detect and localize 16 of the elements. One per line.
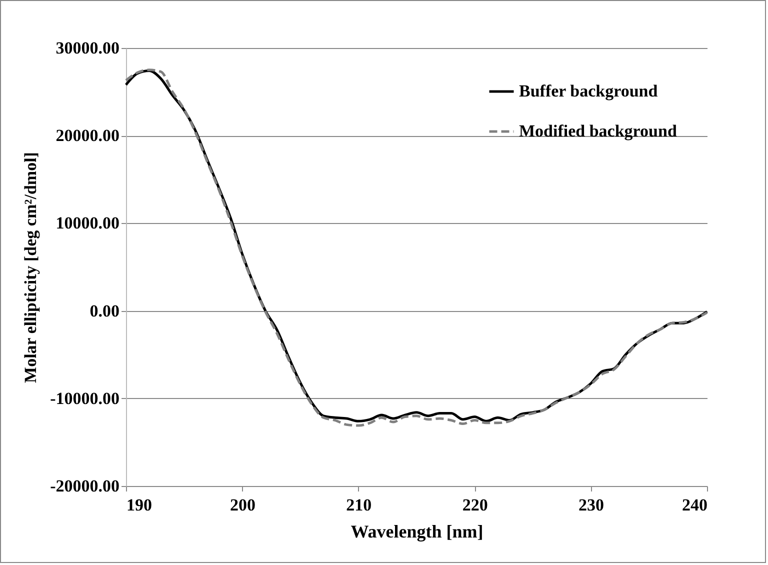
x-tick-label: 210 — [346, 496, 372, 514]
x-axis-title: Wavelength [nm] — [350, 522, 484, 542]
y-tick-label: 0.00 — [90, 301, 120, 320]
x-tick-label: 220 — [462, 496, 488, 514]
y-tick-label: 30000.00 — [56, 38, 120, 58]
x-tick-label: 240 — [682, 496, 708, 514]
y-tick-label: -20000.00 — [50, 476, 120, 496]
y-tick-label: -10000.00 — [50, 388, 120, 408]
y-tick-label: 20000.00 — [56, 126, 120, 146]
legend-label: Modified background — [519, 122, 678, 140]
legend-label: Buffer background — [519, 82, 658, 100]
x-tick-label: 200 — [230, 496, 256, 514]
x-tick-label: 230 — [578, 496, 604, 514]
y-tick-label: 10000.00 — [56, 214, 120, 233]
y-axis-title: Molar ellipticity [deg cm²/dmol] — [21, 152, 40, 383]
x-tick-label: 190 — [126, 496, 152, 514]
